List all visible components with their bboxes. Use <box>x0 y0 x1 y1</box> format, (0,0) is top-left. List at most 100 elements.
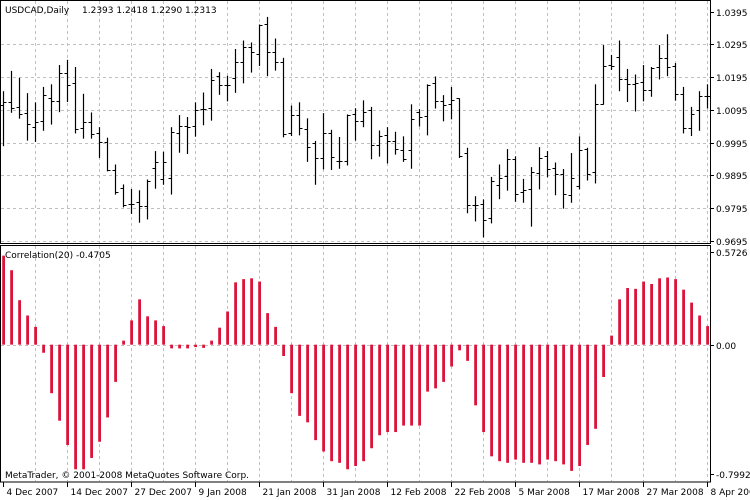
correlation-bar <box>474 344 477 406</box>
ohlc-bar <box>504 149 511 191</box>
ohlc-bar <box>128 189 135 214</box>
ohlc-bar <box>368 106 375 160</box>
correlation-bar <box>154 320 157 345</box>
ohlc-bar <box>656 45 663 80</box>
ohlc-bar <box>88 112 95 139</box>
ohlc-bar <box>600 45 607 105</box>
ohlc-bar <box>56 65 63 113</box>
correlation-bar <box>130 320 133 345</box>
ohlc-bar <box>456 98 463 158</box>
time-tick-label: 12 Feb 2008 <box>391 488 447 498</box>
correlation-bar <box>530 344 533 463</box>
ohlc-bar <box>208 68 215 121</box>
ohlc-bar <box>112 164 119 195</box>
ohlc-bar <box>328 129 335 171</box>
ohlc-bar <box>544 151 551 178</box>
ohlc-bar <box>320 113 327 170</box>
correlation-bar <box>226 311 229 345</box>
correlation-bar <box>682 289 685 345</box>
ohlc-bar <box>224 75 231 102</box>
correlation-bar <box>490 344 493 457</box>
ohlc-bar <box>488 176 495 224</box>
correlation-bar <box>586 344 589 445</box>
time-tick-label: 21 Jan 2008 <box>263 488 317 498</box>
ohlc-bar <box>72 66 79 134</box>
ohlc-bar <box>344 114 351 166</box>
ohlc-bar <box>496 164 503 200</box>
correlation-bar <box>450 344 453 367</box>
correlation-bar <box>458 344 461 351</box>
ohlc-bar <box>200 92 207 126</box>
ohlc-bar <box>248 42 255 73</box>
correlation-bar <box>210 340 213 345</box>
ohlc-bar <box>560 169 567 209</box>
time-tick-label: 14 Dec 2007 <box>71 488 129 498</box>
ohlc-bar <box>472 196 479 222</box>
time-tick-label: 27 Dec 2007 <box>135 488 193 498</box>
grid-lines <box>1 1 710 481</box>
ohlc-bar <box>528 167 535 227</box>
ohlc-bar <box>464 147 471 214</box>
correlation-bar <box>562 344 565 465</box>
correlation-bar <box>602 344 605 378</box>
indicator-label: Correlation(20) -0.4705 <box>5 251 111 261</box>
correlation-bar <box>666 277 669 345</box>
correlation-bar <box>234 282 237 345</box>
ohlc-bar <box>296 102 303 136</box>
correlation-bar <box>218 327 221 345</box>
correlation-bar <box>90 344 93 458</box>
ohlc-bar <box>632 74 639 112</box>
indicator-axis: 0.5726 0.00 -0.7992 <box>711 249 750 481</box>
correlation-bar <box>290 344 293 394</box>
correlation-bar <box>410 344 413 426</box>
ohlc-bar <box>272 38 279 71</box>
indicator-panel-border[interactable] <box>0 245 711 483</box>
correlation-bar <box>634 288 637 345</box>
correlation-bar <box>698 315 701 345</box>
time-tick-label: 8 Apr 2008 <box>711 488 750 498</box>
ohlc-bar <box>104 137 111 172</box>
correlation-bar <box>194 344 197 348</box>
copyright-label: MetaTrader, © 2001-2008 MetaQuotes Softw… <box>5 471 249 481</box>
correlation-bar <box>242 279 245 345</box>
correlation-bar <box>18 300 21 345</box>
correlation-bar <box>378 344 381 436</box>
ohlc-bar <box>336 136 343 169</box>
ohlc-bar <box>512 156 519 202</box>
correlation-bar <box>706 326 709 345</box>
ohlc-bar <box>264 16 271 77</box>
correlation-bar <box>10 270 13 345</box>
correlation-bar <box>42 344 45 353</box>
ohlc-bar <box>40 86 47 131</box>
correlation-bar <box>202 344 205 348</box>
ohlc-bar <box>160 151 167 185</box>
ohlc-bar <box>400 136 407 162</box>
correlation-bar <box>162 326 165 345</box>
correlation-bar <box>386 344 389 433</box>
ohlc-bar <box>288 105 295 137</box>
price-tick-label: 0.9695 <box>716 238 748 248</box>
correlation-bar <box>370 344 373 449</box>
ohlc-bar <box>384 127 391 164</box>
ohlc-bar <box>672 63 679 101</box>
correlation-bar <box>186 344 189 349</box>
time-tick-label: 22 Feb 2008 <box>455 488 511 498</box>
ohlc-bar <box>688 106 695 137</box>
ohlc-bar <box>440 95 447 122</box>
ohlc-bar <box>480 199 487 238</box>
price-panel-border <box>0 0 711 244</box>
correlation-bar <box>322 344 325 452</box>
correlation-bar <box>522 344 525 463</box>
ohlc-bar <box>640 65 647 102</box>
correlation-bar <box>34 326 37 345</box>
ohlc-bar <box>96 127 103 158</box>
ohlc-bar <box>64 59 71 103</box>
indicator-tick-label: 0.5726 <box>716 249 748 259</box>
correlation-bar <box>418 344 421 426</box>
ohlc-bar <box>552 162 559 196</box>
correlation-bar <box>514 344 517 460</box>
correlation-bar <box>330 344 333 462</box>
ohlc-bar <box>48 84 55 125</box>
price-tick-label: 1.0095 <box>716 107 748 117</box>
